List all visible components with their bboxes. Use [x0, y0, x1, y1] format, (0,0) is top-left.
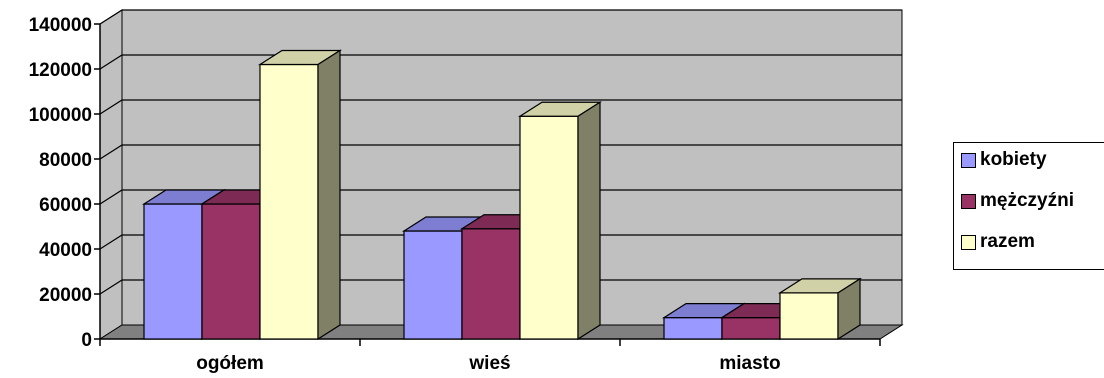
bar [257, 49, 343, 341]
y-axis-ticks: 0 20000 40000 60000 80000 100000 120000 140000 [29, 15, 100, 351]
y-tick-label: 120000 [29, 60, 92, 81]
legend-swatch [961, 152, 976, 168]
legend-label: kobiety [980, 149, 1047, 170]
legend-label: mężczyźni [980, 190, 1074, 211]
y-tick-label: 140000 [29, 15, 92, 36]
bar [777, 277, 863, 341]
y-tick-label: 20000 [39, 285, 92, 306]
bar-front [663, 317, 723, 340]
gridlines [99, 9, 902, 295]
legend: kobiety mężczyźni razem [953, 142, 1104, 270]
x-category-label: ogółem [196, 353, 264, 374]
y-tick-label: 60000 [39, 195, 92, 216]
legend-item-mezczyzni: mężczyźni [961, 189, 1074, 213]
bar-front [403, 230, 463, 340]
x-category-label: wieś [468, 353, 510, 374]
bar-front [779, 292, 839, 340]
legend-item-kobiety: kobiety [961, 148, 1047, 172]
bar-front [461, 228, 521, 340]
gridline [99, 279, 902, 295]
bar-front [143, 203, 203, 340]
bars [141, 49, 863, 341]
bar-side [317, 49, 341, 341]
side-wall [99, 9, 123, 340]
y-tick-label: 100000 [29, 105, 92, 126]
gridline [99, 234, 902, 250]
bar-front [519, 115, 579, 340]
y-tick-label: 40000 [39, 240, 92, 261]
legend-label: razem [980, 231, 1035, 252]
legend-item-razem: razem [961, 230, 1035, 254]
gridline [99, 9, 902, 25]
legend-swatch [961, 193, 976, 209]
gridline [99, 189, 902, 205]
bar-front [201, 203, 261, 340]
legend-swatch [961, 234, 976, 250]
gridline [99, 54, 902, 70]
x-category-label: miasto [719, 353, 780, 374]
bar [517, 101, 603, 341]
bar-side [577, 101, 601, 341]
x-axis-categories: ogółem wieś miasto [99, 339, 881, 374]
bar-front [259, 63, 319, 340]
bar-side [837, 277, 861, 341]
bar-front [721, 317, 781, 340]
y-tick-label: 80000 [39, 150, 92, 171]
y-tick-label: 0 [81, 330, 92, 351]
gridline [99, 99, 902, 115]
gridline [99, 144, 902, 160]
